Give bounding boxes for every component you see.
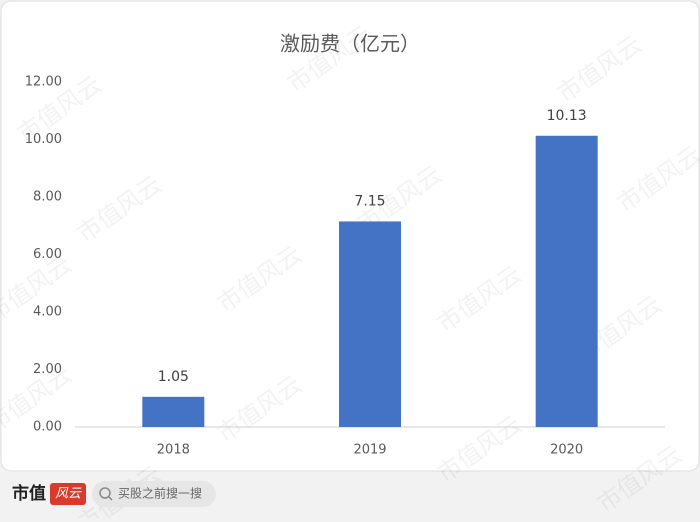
data-label: 10.13 [547, 108, 587, 124]
search-icon-handle [108, 496, 113, 501]
x-tick-label: 2020 [550, 443, 583, 458]
y-tick-label: 2.00 [33, 362, 62, 377]
data-label: 7.15 [354, 193, 385, 209]
y-tick-label: 4.00 [33, 305, 62, 320]
footer-logo: 风云 [55, 487, 82, 502]
x-tick-label: 2018 [157, 443, 190, 458]
footer-brand: 市值 [12, 483, 46, 504]
y-tick-label: 10.00 [25, 132, 62, 147]
y-tick-label: 6.00 [33, 247, 62, 262]
footer-logo-box [50, 483, 86, 505]
search-icon [99, 487, 111, 499]
bar [535, 135, 598, 427]
data-label: 1.05 [158, 369, 189, 385]
bar [339, 221, 401, 427]
plot: 0.00 2.00 4.00 6.00 8.00 10.00 12.00 2018 1.05 20… [25, 75, 665, 458]
y-tick-label: 0.00 [33, 420, 62, 435]
bar [142, 396, 205, 427]
x-tick-label: 2019 [353, 443, 386, 458]
search-box[interactable] [92, 481, 216, 507]
chart-title: 激励费（亿元） [280, 32, 420, 56]
y-tick-label: 8.00 [33, 190, 62, 205]
search-text: 买股之前搜一搜 [118, 486, 202, 501]
y-tick-label: 12.00 [25, 75, 62, 90]
